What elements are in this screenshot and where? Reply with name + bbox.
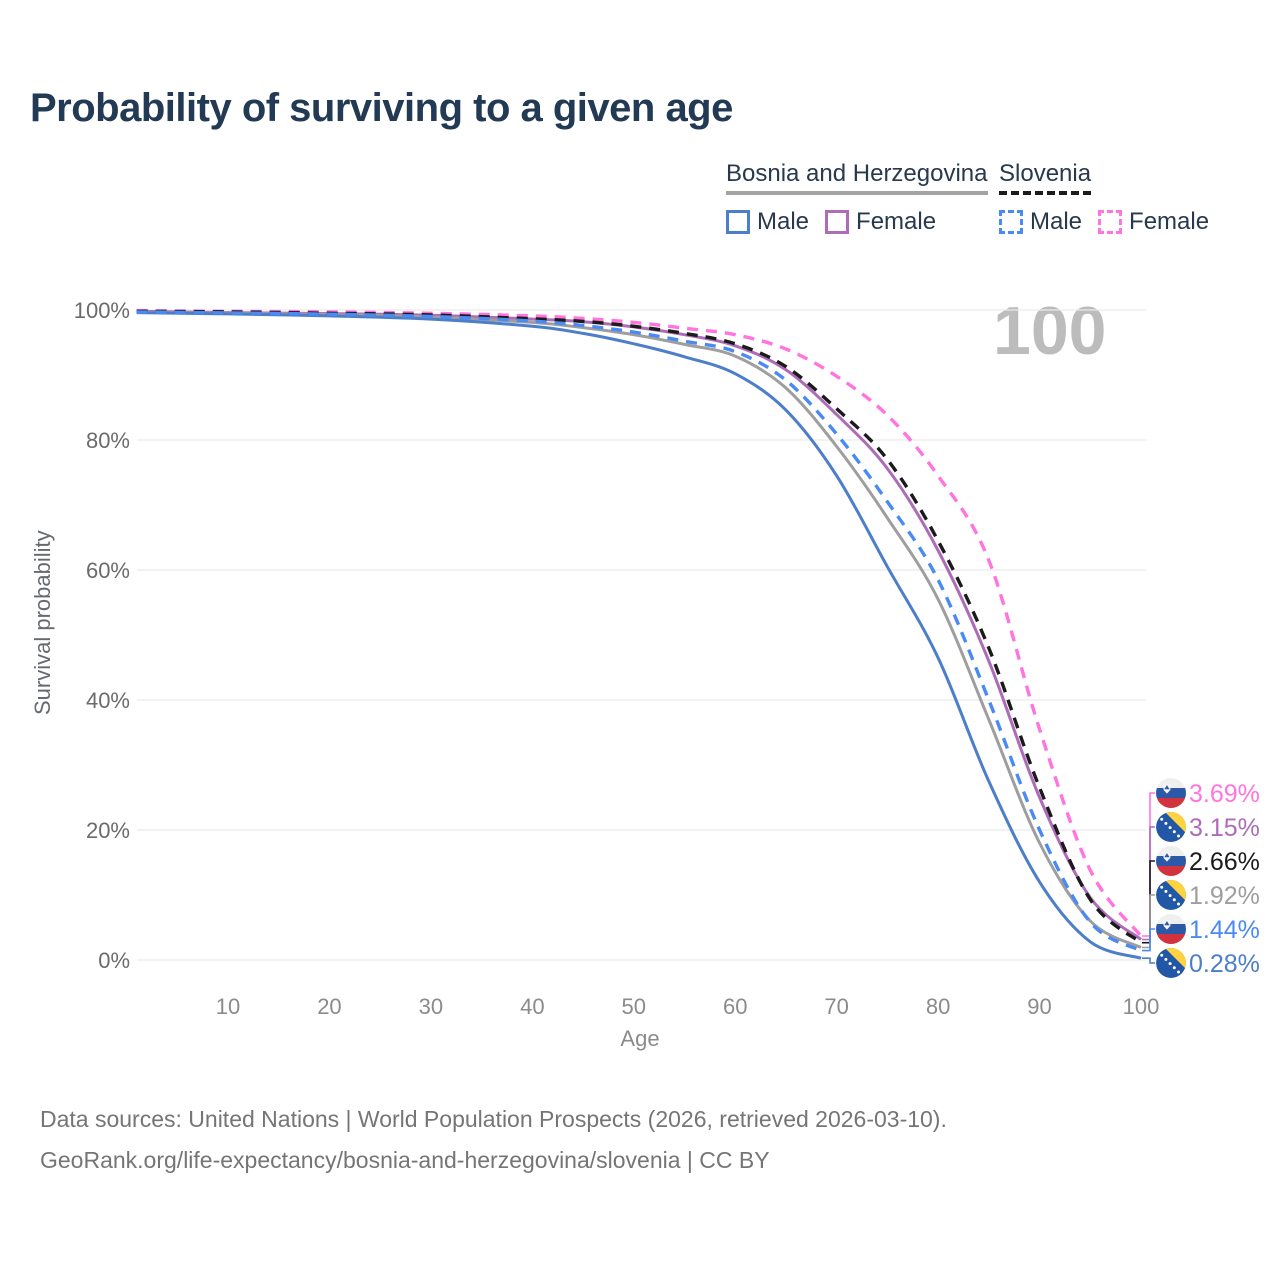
legend-item-bosnia-female[interactable]: Female (825, 208, 936, 236)
legend-swatch-slovenia-female (1098, 210, 1123, 234)
page-title: Probability of surviving to a given age (30, 86, 733, 130)
age-counter-watermark: 100 (993, 293, 1107, 369)
end-label-bosnia-female: 3.15% (1189, 814, 1260, 842)
legend-item-slovenia-male[interactable]: Male (999, 208, 1082, 236)
end-label-slovenia-male: 1.44% (1189, 916, 1260, 944)
legend-item-slovenia-female[interactable]: Female (1098, 208, 1209, 236)
bosnia-flag-icon (1156, 880, 1186, 910)
x-tick-label: 30 (419, 994, 443, 1019)
y-tick-label: 40% (86, 688, 130, 713)
series-line-slovenia-both (136, 309, 1143, 945)
data-sources-text: Data sources: United Nations | World Pop… (40, 1106, 947, 1132)
legend-label-bosnia-male: Male (757, 208, 810, 235)
series-line-bosnia-both (136, 310, 1142, 949)
attribution-text: GeoRank.org/life-expectancy/bosnia-and-h… (40, 1147, 770, 1173)
y-tick-label: 100% (74, 298, 130, 323)
legend-header-slovenia: Slovenia (999, 160, 1092, 195)
slovenia-flag-icon (1156, 778, 1186, 808)
legend-row-bosnia: Male Female (726, 208, 988, 236)
legend-swatch-slovenia-male (999, 210, 1023, 234)
x-tick-label: 90 (1027, 994, 1051, 1019)
x-tick-label: 70 (824, 994, 848, 1019)
legend-swatch-bosnia-female (825, 210, 850, 234)
series-line-bosnia-male (136, 311, 1142, 960)
slovenia-flag-icon (1156, 846, 1186, 876)
x-tick-label: 40 (520, 994, 544, 1019)
y-tick-label: 0% (98, 948, 130, 973)
legend-label-bosnia-female: Female (856, 208, 937, 235)
end-label-bosnia-male: 0.28% (1189, 950, 1260, 978)
x-tick-label: 10 (216, 994, 240, 1019)
legend-item-bosnia-male[interactable]: Male (726, 208, 809, 236)
end-label-bosnia-both: 1.92% (1189, 882, 1260, 910)
legend-label-slovenia-female: Female (1129, 208, 1210, 235)
x-tick-label: 50 (622, 994, 646, 1019)
series-line-slovenia-male (136, 310, 1142, 953)
legend-swatch-bosnia-male (726, 210, 750, 234)
bosnia-flag-icon (1156, 948, 1186, 978)
x-tick-label: 20 (317, 994, 341, 1019)
legend-group-slovenia: Slovenia Male Female (999, 160, 1209, 236)
end-label-connector-slovenia-both (1142, 860, 1155, 944)
x-tick-label: 80 (926, 994, 950, 1019)
legend-header-bosnia: Bosnia and Herzegovina (726, 160, 988, 195)
end-label-slovenia-female: 3.69% (1189, 780, 1260, 808)
y-tick-label: 80% (86, 428, 130, 453)
end-label-connector-bosnia-male (1142, 957, 1155, 964)
x-axis-title: Age (620, 1026, 660, 1051)
end-label-connector-bosnia-both (1142, 894, 1155, 949)
end-label-connector-bosnia-female (1142, 826, 1155, 941)
legend-row-slovenia: Male Female (999, 208, 1209, 236)
x-tick-label: 60 (723, 994, 747, 1019)
legend-label-slovenia-male: Male (1030, 208, 1083, 235)
x-tick-label: 100 (1123, 994, 1160, 1019)
series-line-bosnia-female (136, 309, 1142, 941)
legend-group-bosnia: Bosnia and Herzegovina Male Female (726, 160, 988, 236)
slovenia-flag-icon (1156, 914, 1186, 944)
y-tick-label: 20% (86, 818, 130, 843)
end-label-connector-slovenia-male (1142, 928, 1155, 952)
y-tick-label: 60% (86, 558, 130, 583)
end-label-connector-slovenia-female (1142, 792, 1155, 937)
end-label-slovenia-both: 2.66% (1189, 848, 1260, 876)
series-line-slovenia-female (136, 308, 1143, 938)
bosnia-flag-icon (1156, 812, 1186, 842)
